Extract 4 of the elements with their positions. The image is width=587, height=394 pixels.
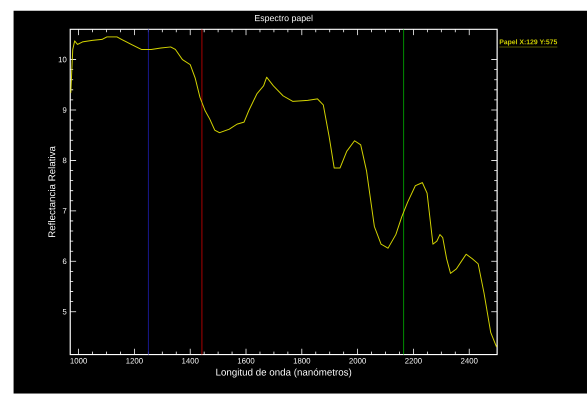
line-series: [70, 36, 498, 348]
y-axis-title: Reflectancia Relativa: [48, 146, 56, 238]
chart-title: Espectro papel: [255, 14, 312, 24]
x-axis-title: Longitud de onda (nanómetros): [216, 368, 352, 378]
